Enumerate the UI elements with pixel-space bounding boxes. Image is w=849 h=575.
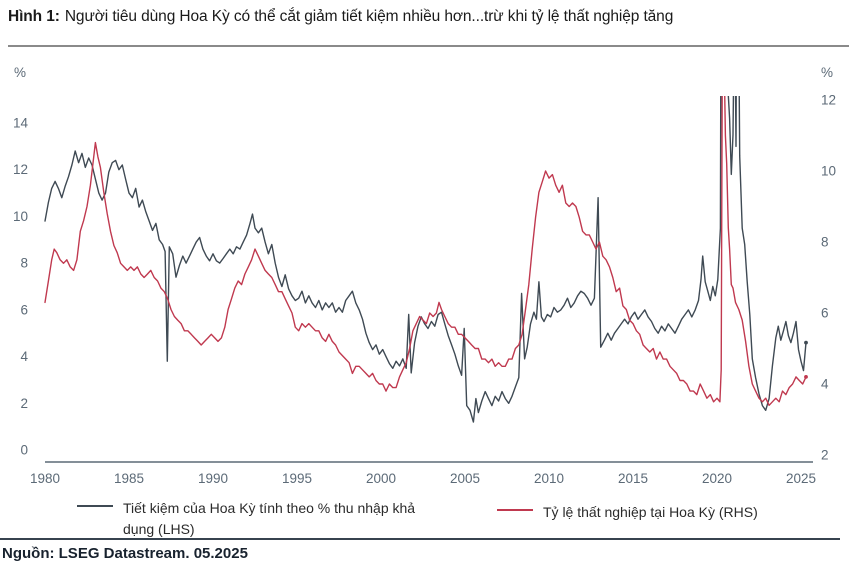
x-axis-tick-label: 2005 [450, 471, 480, 486]
y-left-tick-label: 8 [20, 256, 28, 271]
title-divider [8, 45, 849, 47]
y-left-tick-label: 2 [20, 396, 28, 411]
x-axis-tick-label: 1980 [30, 471, 60, 486]
y-right-tick-label: 8 [821, 235, 829, 250]
x-axis-tick-label: 1985 [114, 471, 144, 486]
figure-title-prefix: Hình 1: [8, 8, 60, 25]
y-right-tick-label: 12 [821, 93, 836, 108]
figure-title: Hình 1: Người tiêu dùng Hoa Kỳ có thể cắt… [8, 8, 843, 26]
y-right-tick-label: 2 [821, 448, 829, 463]
legend-label-savings: Tiết kiệm của Hoa Kỳ tính theo % thu nhậ… [123, 500, 416, 537]
y-right-tick-label: 10 [821, 164, 836, 179]
legend-item-unemployment: Tỷ lệ thất nghiệp tại Hoa Kỳ (RHS) [497, 502, 758, 523]
y-left-tick-label: 4 [20, 349, 28, 364]
x-axis-tick-label: 2000 [366, 471, 396, 486]
x-axis-tick-label: 1990 [198, 471, 228, 486]
y-left-tick-label: 12 [13, 162, 28, 177]
x-axis-tick-label: 2010 [534, 471, 564, 486]
y-right-tick-label: 6 [821, 306, 829, 321]
savings-line-swatch [77, 505, 113, 507]
y-left-tick-label: 14 [13, 116, 29, 131]
x-axis-tick-label: 2015 [618, 471, 648, 486]
footer-divider [0, 538, 840, 540]
y-left-unit-label: % [14, 65, 26, 80]
source-note: Nguồn: LSEG Datastream. 05.2025 [2, 545, 248, 562]
legend-label-unemployment: Tỷ lệ thất nghiệp tại Hoa Kỳ (RHS) [543, 504, 758, 520]
y-left-tick-label: 6 [20, 302, 28, 317]
unemployment-line-end-dot [804, 375, 808, 379]
y-right-unit-label: % [821, 65, 833, 80]
figure-title-text: Người tiêu dùng Hoa Kỳ có thể cắt giảm t… [64, 8, 674, 25]
unemployment-line [44, 96, 807, 406]
unemployment-line-swatch [497, 509, 533, 511]
y-left-tick-label: 10 [13, 209, 28, 224]
x-axis-tick-label: 1995 [282, 471, 312, 486]
y-right-tick-label: 4 [821, 377, 829, 392]
x-axis-tick-label: 2020 [702, 471, 732, 486]
savings-line [44, 96, 807, 423]
y-left-tick-label: 0 [20, 443, 28, 458]
legend-item-savings: Tiết kiệm của Hoa Kỳ tính theo % thu nhậ… [77, 498, 435, 540]
savings-line-end-dot [804, 340, 808, 345]
x-axis-tick-label: 2025 [786, 471, 816, 486]
